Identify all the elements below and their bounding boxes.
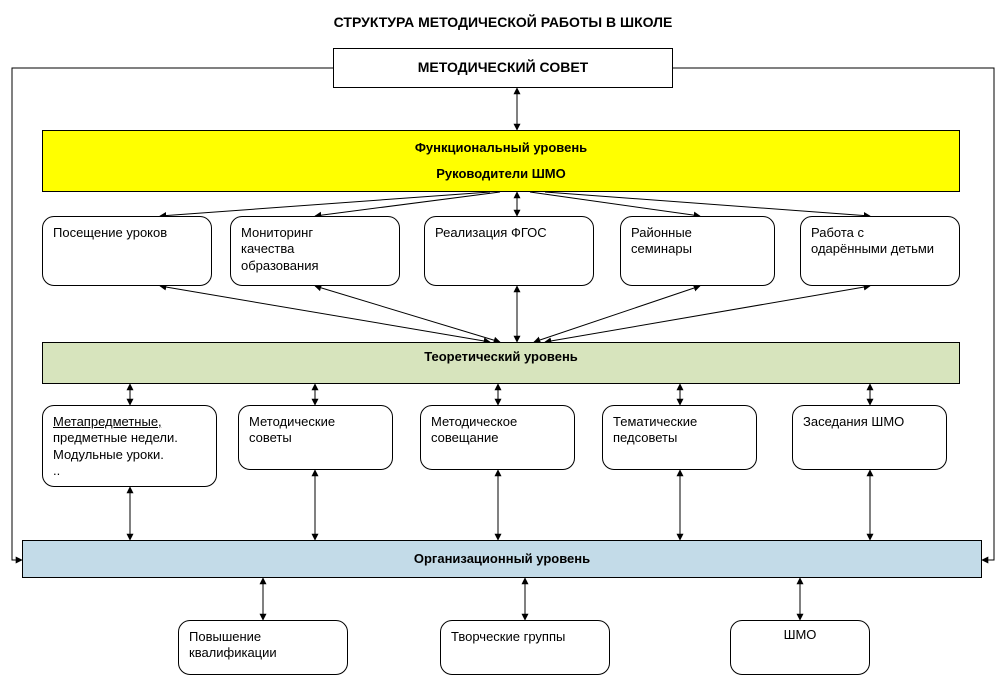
node-text: Районные	[631, 225, 692, 241]
node-text: Работа с	[811, 225, 864, 241]
node-o3: ШМО	[730, 620, 870, 675]
node-text: качества	[241, 241, 294, 257]
node-text: Метапредметные,	[53, 414, 162, 430]
diagram-title: СТРУКТУРА МЕТОДИЧЕСКОЙ РАБОТЫ В ШКОЛЕ	[0, 14, 1006, 30]
node-text: образования	[241, 258, 319, 274]
node-o2: Творческие группы	[440, 620, 610, 675]
node-text: Мониторинг	[241, 225, 313, 241]
node-text: Повышение	[189, 629, 261, 645]
node-org_level: Организационный уровень	[22, 540, 982, 578]
node-text: Организационный уровень	[414, 551, 590, 567]
node-f2: Мониторингкачестваобразования	[230, 216, 400, 286]
node-text: Функциональный уровень	[415, 140, 587, 156]
node-text: Методическое	[431, 414, 517, 430]
node-text: Руководители ШМО	[436, 166, 565, 182]
node-o1: Повышениеквалификации	[178, 620, 348, 675]
node-text: Посещение уроков	[53, 225, 167, 241]
node-text: предметные недели.	[53, 430, 178, 446]
node-t3: Методическоесовещание	[420, 405, 575, 470]
node-text: Реализация ФГОС	[435, 225, 547, 241]
node-t5: Заседания ШМО	[792, 405, 947, 470]
node-text: Заседания ШМО	[803, 414, 904, 430]
node-text: ..	[53, 463, 60, 479]
node-text: Тематические	[613, 414, 697, 430]
node-t2: Методическиесоветы	[238, 405, 393, 470]
node-text: Модульные уроки.	[53, 447, 164, 463]
node-f5: Работа содарёнными детьми	[800, 216, 960, 286]
node-text: Творческие группы	[451, 629, 565, 645]
node-text: совещание	[431, 430, 498, 446]
node-theor_level: Теоретический уровень	[42, 342, 960, 384]
node-text: МЕТОДИЧЕСКИЙ СОВЕТ	[418, 59, 588, 77]
node-f1: Посещение уроков	[42, 216, 212, 286]
node-f3: Реализация ФГОС	[424, 216, 594, 286]
node-t1: Метапредметные,предметные недели.Модульн…	[42, 405, 217, 487]
node-sovet: МЕТОДИЧЕСКИЙ СОВЕТ	[333, 48, 673, 88]
node-text: Методические	[249, 414, 335, 430]
node-func_level: Функциональный уровень Руководители ШМО	[42, 130, 960, 192]
node-text: педсоветы	[613, 430, 677, 446]
node-f4: Районныесеминары	[620, 216, 775, 286]
node-text: квалификации	[189, 645, 277, 661]
node-text: советы	[249, 430, 292, 446]
node-text: одарёнными детьми	[811, 241, 934, 257]
node-t4: Тематическиепедсоветы	[602, 405, 757, 470]
node-text: семинары	[631, 241, 692, 257]
node-text: ШМО	[784, 627, 817, 643]
diagram-stage: СТРУКТУРА МЕТОДИЧЕСКОЙ РАБОТЫ В ШКОЛЕ МЕ…	[0, 0, 1006, 691]
node-text: Теоретический уровень	[424, 349, 578, 365]
